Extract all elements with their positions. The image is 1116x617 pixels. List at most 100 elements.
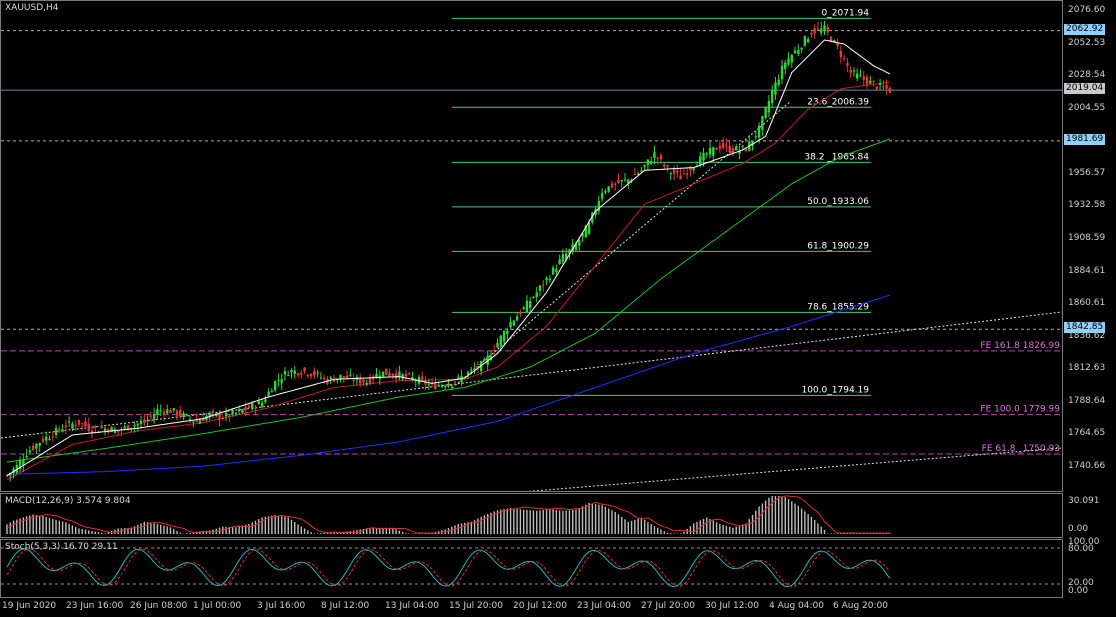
price-scale-tick: 1908.59 — [1068, 233, 1106, 244]
candle-body — [519, 311, 522, 315]
candle-body — [270, 391, 274, 393]
candle-body — [447, 383, 450, 387]
candle-body — [705, 153, 708, 155]
candle-body — [466, 372, 470, 374]
candle-body — [787, 58, 790, 65]
candle-body — [735, 146, 738, 151]
candle-body — [558, 259, 561, 265]
candle-body — [820, 28, 823, 33]
candle-body — [604, 191, 607, 193]
candle-body — [375, 373, 378, 379]
ma-long-line — [6, 294, 891, 475]
candle-body — [345, 375, 349, 379]
candle-body — [61, 429, 64, 432]
candle-body — [813, 28, 816, 34]
candle-body — [529, 301, 532, 308]
candle-body — [581, 232, 584, 237]
stoch-label: Stoch(5,3,3) 16.70 29.11 — [5, 542, 118, 552]
candle-body — [875, 86, 879, 90]
candle-body — [676, 170, 679, 173]
candle-body — [414, 380, 417, 382]
time-axis-label: 20 Jul 12:00 — [513, 601, 567, 611]
candle-body — [94, 426, 97, 428]
candle-body — [202, 417, 205, 422]
candle-body — [18, 460, 22, 469]
candle-body — [623, 179, 627, 181]
time-axis-label: 23 Jul 04:00 — [577, 601, 631, 611]
candle-body — [58, 428, 61, 431]
stoch-signal-line — [6, 548, 891, 588]
candle-body — [774, 82, 777, 95]
candle-body — [322, 377, 326, 379]
candle-body — [692, 168, 695, 171]
price-scale[interactable]: 30.091 0.00 100.00 80.00 20.00 0.00 2076… — [1063, 0, 1116, 598]
candle-body — [548, 278, 552, 281]
candle-body — [208, 412, 211, 417]
candle-body — [277, 379, 280, 381]
candle-body — [440, 385, 444, 387]
stoch-main-line — [6, 548, 891, 588]
fib-level-label: 38.2 _1965.84 — [804, 152, 869, 162]
candle-body — [685, 173, 689, 175]
candle-body — [182, 413, 185, 418]
candle-body — [535, 292, 538, 298]
price-chart[interactable]: 0_2071.94 23.6_2006.39 38.2 _1965.84 50.0_1… — [0, 1, 1063, 493]
candle-body — [41, 438, 45, 442]
candle-body — [309, 373, 313, 377]
candle-body — [584, 225, 587, 238]
candle-body — [260, 402, 264, 407]
candle-body — [126, 425, 130, 431]
candle-body — [273, 381, 277, 391]
macd-scale-bottom: 0.00 — [1068, 524, 1089, 534]
candle-body — [349, 374, 352, 376]
candle-body — [506, 330, 509, 335]
candle-body — [35, 444, 38, 449]
candle-body — [862, 76, 865, 80]
stoch-scale-20: 20.00 — [1068, 578, 1094, 588]
candle-body — [411, 377, 414, 380]
candle-body — [721, 142, 725, 149]
symbol-label: XAUUSD,H4 — [5, 3, 59, 13]
stochastic-indicator — [1, 547, 1062, 588]
candle-body — [133, 425, 136, 427]
candle-body — [679, 175, 682, 180]
candle-body — [362, 379, 365, 383]
candle-body — [156, 409, 159, 415]
candle-body — [237, 409, 241, 412]
candle-body — [139, 422, 143, 425]
candle-body — [162, 411, 166, 415]
price-marker-box: 2062.92 — [1064, 23, 1106, 35]
candle-body — [666, 165, 669, 168]
stochastic-pane[interactable]: Stoch(5,3,3) 16.70 29.11 — [0, 539, 1063, 598]
candle-body — [421, 376, 424, 380]
candle-body — [640, 170, 643, 172]
fib-expansion-label: FE 161.8 1826.99 — [980, 341, 1060, 351]
candle-body — [793, 50, 797, 54]
macd-indicator — [6, 495, 891, 534]
candle-body — [744, 148, 748, 152]
main-chart-pane[interactable]: 0_2071.94 23.6_2006.39 38.2 _1965.84 50.0_1… — [0, 0, 1063, 493]
time-axis-label: 3 Jul 16:00 — [257, 601, 306, 611]
candle-body — [649, 161, 653, 165]
candle-body — [339, 374, 342, 380]
candle-body — [381, 371, 385, 377]
candle-body — [852, 70, 856, 72]
price-scale-tick: 1956.57 — [1068, 167, 1106, 178]
candle-body — [767, 100, 771, 113]
candle-body — [316, 372, 319, 374]
candle-body — [872, 80, 875, 83]
candle-body — [564, 253, 568, 260]
candle-body — [251, 403, 254, 410]
candle-body — [672, 169, 676, 174]
price-marker-box: 1842.85 — [1064, 322, 1106, 334]
candle-body — [483, 359, 486, 362]
candle-body — [48, 438, 51, 440]
candle-body — [738, 149, 741, 154]
candle-body — [74, 424, 77, 426]
candle-body — [614, 183, 617, 185]
candle-body — [408, 373, 411, 375]
candle-body — [636, 173, 640, 175]
candle-body — [306, 374, 310, 376]
candle-body — [499, 335, 502, 346]
macd-pane[interactable]: MACD(12,26,9) 3.574 9.804 — [0, 493, 1063, 538]
